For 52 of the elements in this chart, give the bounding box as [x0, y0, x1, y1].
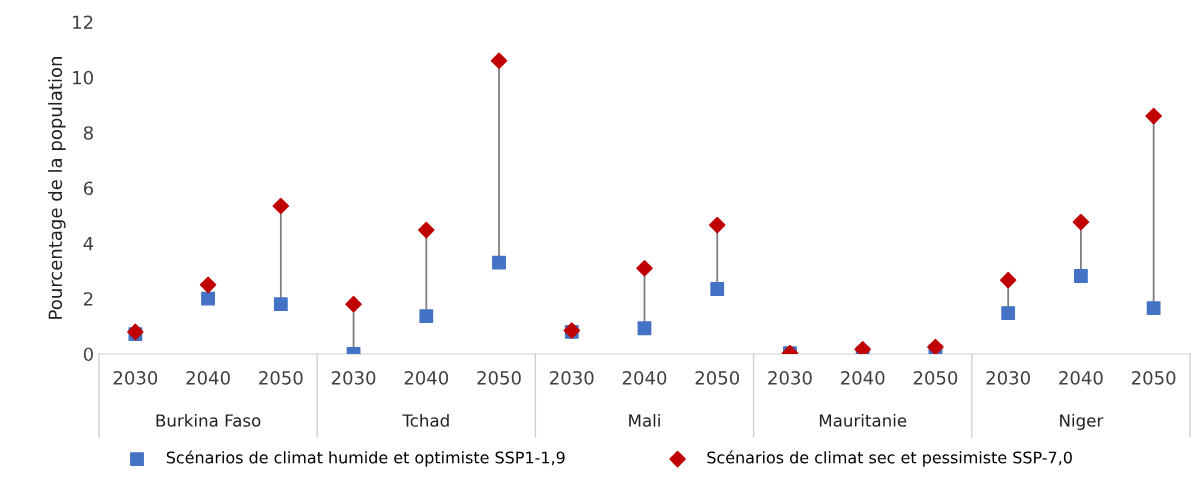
x-tick-label: 2050 — [477, 370, 521, 385]
x-tick-label: 2040 — [841, 370, 885, 385]
point — [708, 216, 726, 234]
x-tick-label: 2040 — [1059, 370, 1103, 385]
y-tick-label: 2 — [83, 292, 93, 306]
point — [199, 276, 217, 294]
x-tick-label: 2030 — [986, 370, 1030, 385]
x-tick-label: 2050 — [695, 370, 740, 385]
point — [419, 309, 434, 324]
point — [710, 282, 725, 296]
point — [637, 321, 652, 336]
point — [127, 323, 144, 341]
legend-label: Scénarios de climat humide et optimiste SSP1-1,9 — [166, 450, 565, 467]
x-tick-label: 2050 — [259, 370, 303, 385]
x-tick-label: 2050 — [1131, 370, 1176, 385]
point — [1073, 269, 1088, 283]
x-tick-label: 2050 — [913, 370, 958, 385]
x-tick-label: 2040 — [404, 370, 449, 385]
point — [492, 255, 506, 270]
text: Burkina Faso — [156, 413, 261, 427]
point — [1145, 107, 1162, 125]
x-tick-label: 2030 — [331, 370, 376, 385]
point — [273, 297, 288, 312]
y-tick-label: 4 — [83, 237, 94, 251]
y-tick-label: 6 — [83, 181, 93, 196]
x-tick-label: 2030 — [550, 370, 594, 385]
text: Mauritanie — [819, 413, 907, 427]
legend-label: Scénarios de climat sec et pessimiste SSP-7,0 — [707, 450, 1072, 467]
y-tick-label: 12 — [73, 15, 93, 29]
point — [636, 259, 653, 277]
point — [201, 291, 216, 306]
point — [272, 197, 290, 215]
point — [854, 340, 872, 354]
point — [490, 52, 508, 70]
point — [417, 221, 435, 239]
text: Niger — [1060, 413, 1104, 431]
x-tick-label: 2030 — [113, 370, 158, 385]
x-tick-label: 2040 — [186, 370, 230, 385]
y-tick-label: 8 — [83, 126, 93, 140]
text: Tchad — [402, 413, 449, 427]
x-tick-label: 2030 — [768, 370, 812, 385]
point — [1001, 306, 1016, 320]
y-axis-title: Pourcentage de la population — [48, 57, 66, 319]
y-tick-label: 10 — [73, 70, 93, 85]
y-tick-label: 0 — [83, 347, 93, 362]
point — [1072, 213, 1090, 231]
point — [999, 271, 1017, 289]
point — [345, 295, 362, 313]
x-tick-label: 2040 — [622, 370, 667, 385]
point — [927, 338, 944, 354]
point — [1146, 301, 1161, 315]
text: Mali — [629, 413, 660, 427]
